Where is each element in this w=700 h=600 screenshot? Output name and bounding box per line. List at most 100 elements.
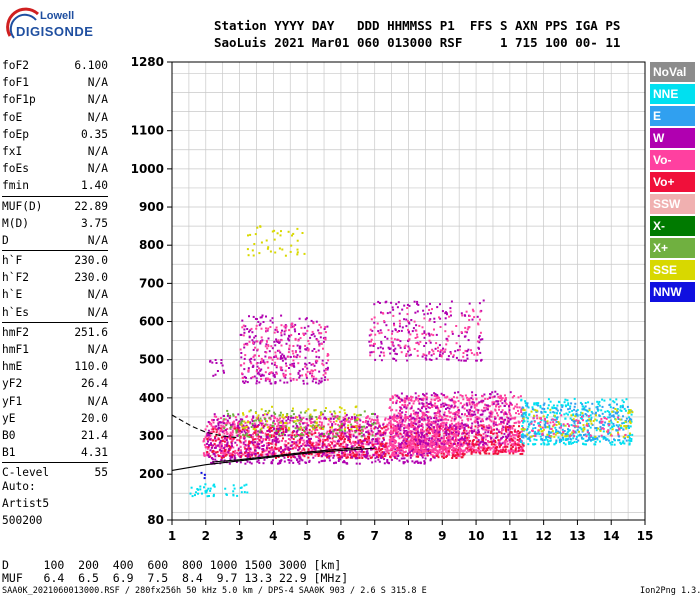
echo-point <box>376 416 379 419</box>
echo-point <box>348 429 351 432</box>
echo-point <box>617 439 620 442</box>
echo-point <box>586 429 589 432</box>
echo-point <box>479 441 482 444</box>
echo-point <box>340 436 343 439</box>
echo-point <box>436 423 439 426</box>
echo-point <box>492 438 495 441</box>
echo-point <box>378 460 381 463</box>
echo-point <box>204 436 207 439</box>
echo-point <box>475 415 478 418</box>
echo-point <box>216 429 219 432</box>
echo-point <box>342 416 345 419</box>
echo-point <box>515 431 518 434</box>
echo-point <box>607 416 610 419</box>
echo-point <box>599 429 602 432</box>
echo-point <box>296 429 299 432</box>
echo-point <box>311 443 314 445</box>
echo-point <box>471 394 474 397</box>
echo-point <box>518 446 520 449</box>
echo-point <box>466 436 469 439</box>
echo-point <box>553 435 556 438</box>
echo-point <box>551 407 554 410</box>
echo-point <box>475 433 478 436</box>
echo-point <box>391 440 393 443</box>
echo-point <box>606 410 609 413</box>
echo-point <box>403 438 406 441</box>
echo-point <box>327 448 330 451</box>
echo-point <box>477 429 480 432</box>
echo-point <box>272 420 275 423</box>
echo-point <box>300 445 303 447</box>
echo-point <box>511 396 514 399</box>
echo-point <box>527 443 530 446</box>
echo-point <box>521 406 524 409</box>
echo-point <box>447 433 450 435</box>
echo-point <box>366 416 369 419</box>
echo-point <box>342 435 345 438</box>
echo-point <box>360 441 363 443</box>
echo-point <box>206 437 209 440</box>
echo-point <box>217 438 220 441</box>
echo-point <box>238 439 241 442</box>
echo-point <box>282 451 285 454</box>
echo-point <box>522 428 525 431</box>
echo-point <box>221 451 224 454</box>
echo-point <box>405 411 408 413</box>
echo-point <box>343 428 346 431</box>
echo-point <box>613 443 616 446</box>
echo-point <box>229 427 232 430</box>
echo-point <box>340 432 343 435</box>
echo-point <box>308 414 311 417</box>
echo-point <box>459 439 462 442</box>
echo-point <box>212 421 215 424</box>
echo-point <box>504 412 507 415</box>
param-value: 110.0 <box>74 360 108 374</box>
echo-point <box>433 443 435 446</box>
echo-point <box>351 456 353 459</box>
echo-point <box>475 419 478 422</box>
echo-point <box>480 434 483 437</box>
echo-point <box>402 451 405 454</box>
echo-point <box>241 426 244 429</box>
echo-point <box>340 426 343 429</box>
echo-point <box>395 452 398 454</box>
echo-point <box>599 440 601 443</box>
echo-point <box>386 442 389 445</box>
echo-point <box>485 425 488 428</box>
echo-point <box>222 435 225 438</box>
echo-point <box>417 425 420 428</box>
echo-point <box>627 425 630 428</box>
echo-point <box>401 420 404 423</box>
echo-point <box>496 393 499 396</box>
echo-point <box>357 432 360 435</box>
echo-point <box>294 417 297 419</box>
echo-point <box>595 406 598 409</box>
echo-point <box>520 414 523 417</box>
echo-point <box>410 438 413 441</box>
echo-point <box>604 410 607 413</box>
echo-point <box>279 426 282 429</box>
echo-point <box>395 432 398 435</box>
echo-point <box>270 460 273 463</box>
echo-point <box>239 461 242 464</box>
echo-point <box>273 448 275 451</box>
echo-point <box>502 435 505 438</box>
echo-point <box>562 438 565 441</box>
echo-point <box>406 431 409 434</box>
echo-point <box>466 444 469 447</box>
echo-point <box>338 411 341 414</box>
echo-point <box>395 426 398 429</box>
echo-point <box>440 445 442 448</box>
echo-point <box>443 435 446 438</box>
echo-point <box>556 416 559 419</box>
echo-point <box>431 434 434 437</box>
echo-point <box>299 426 302 429</box>
echo-point <box>485 426 488 429</box>
echo-point <box>226 409 229 412</box>
echo-point <box>523 434 526 437</box>
echo-point <box>591 412 594 415</box>
echo-point <box>612 424 615 427</box>
echo-point <box>575 425 578 428</box>
echo-point <box>235 429 238 432</box>
echo-point <box>260 427 263 430</box>
